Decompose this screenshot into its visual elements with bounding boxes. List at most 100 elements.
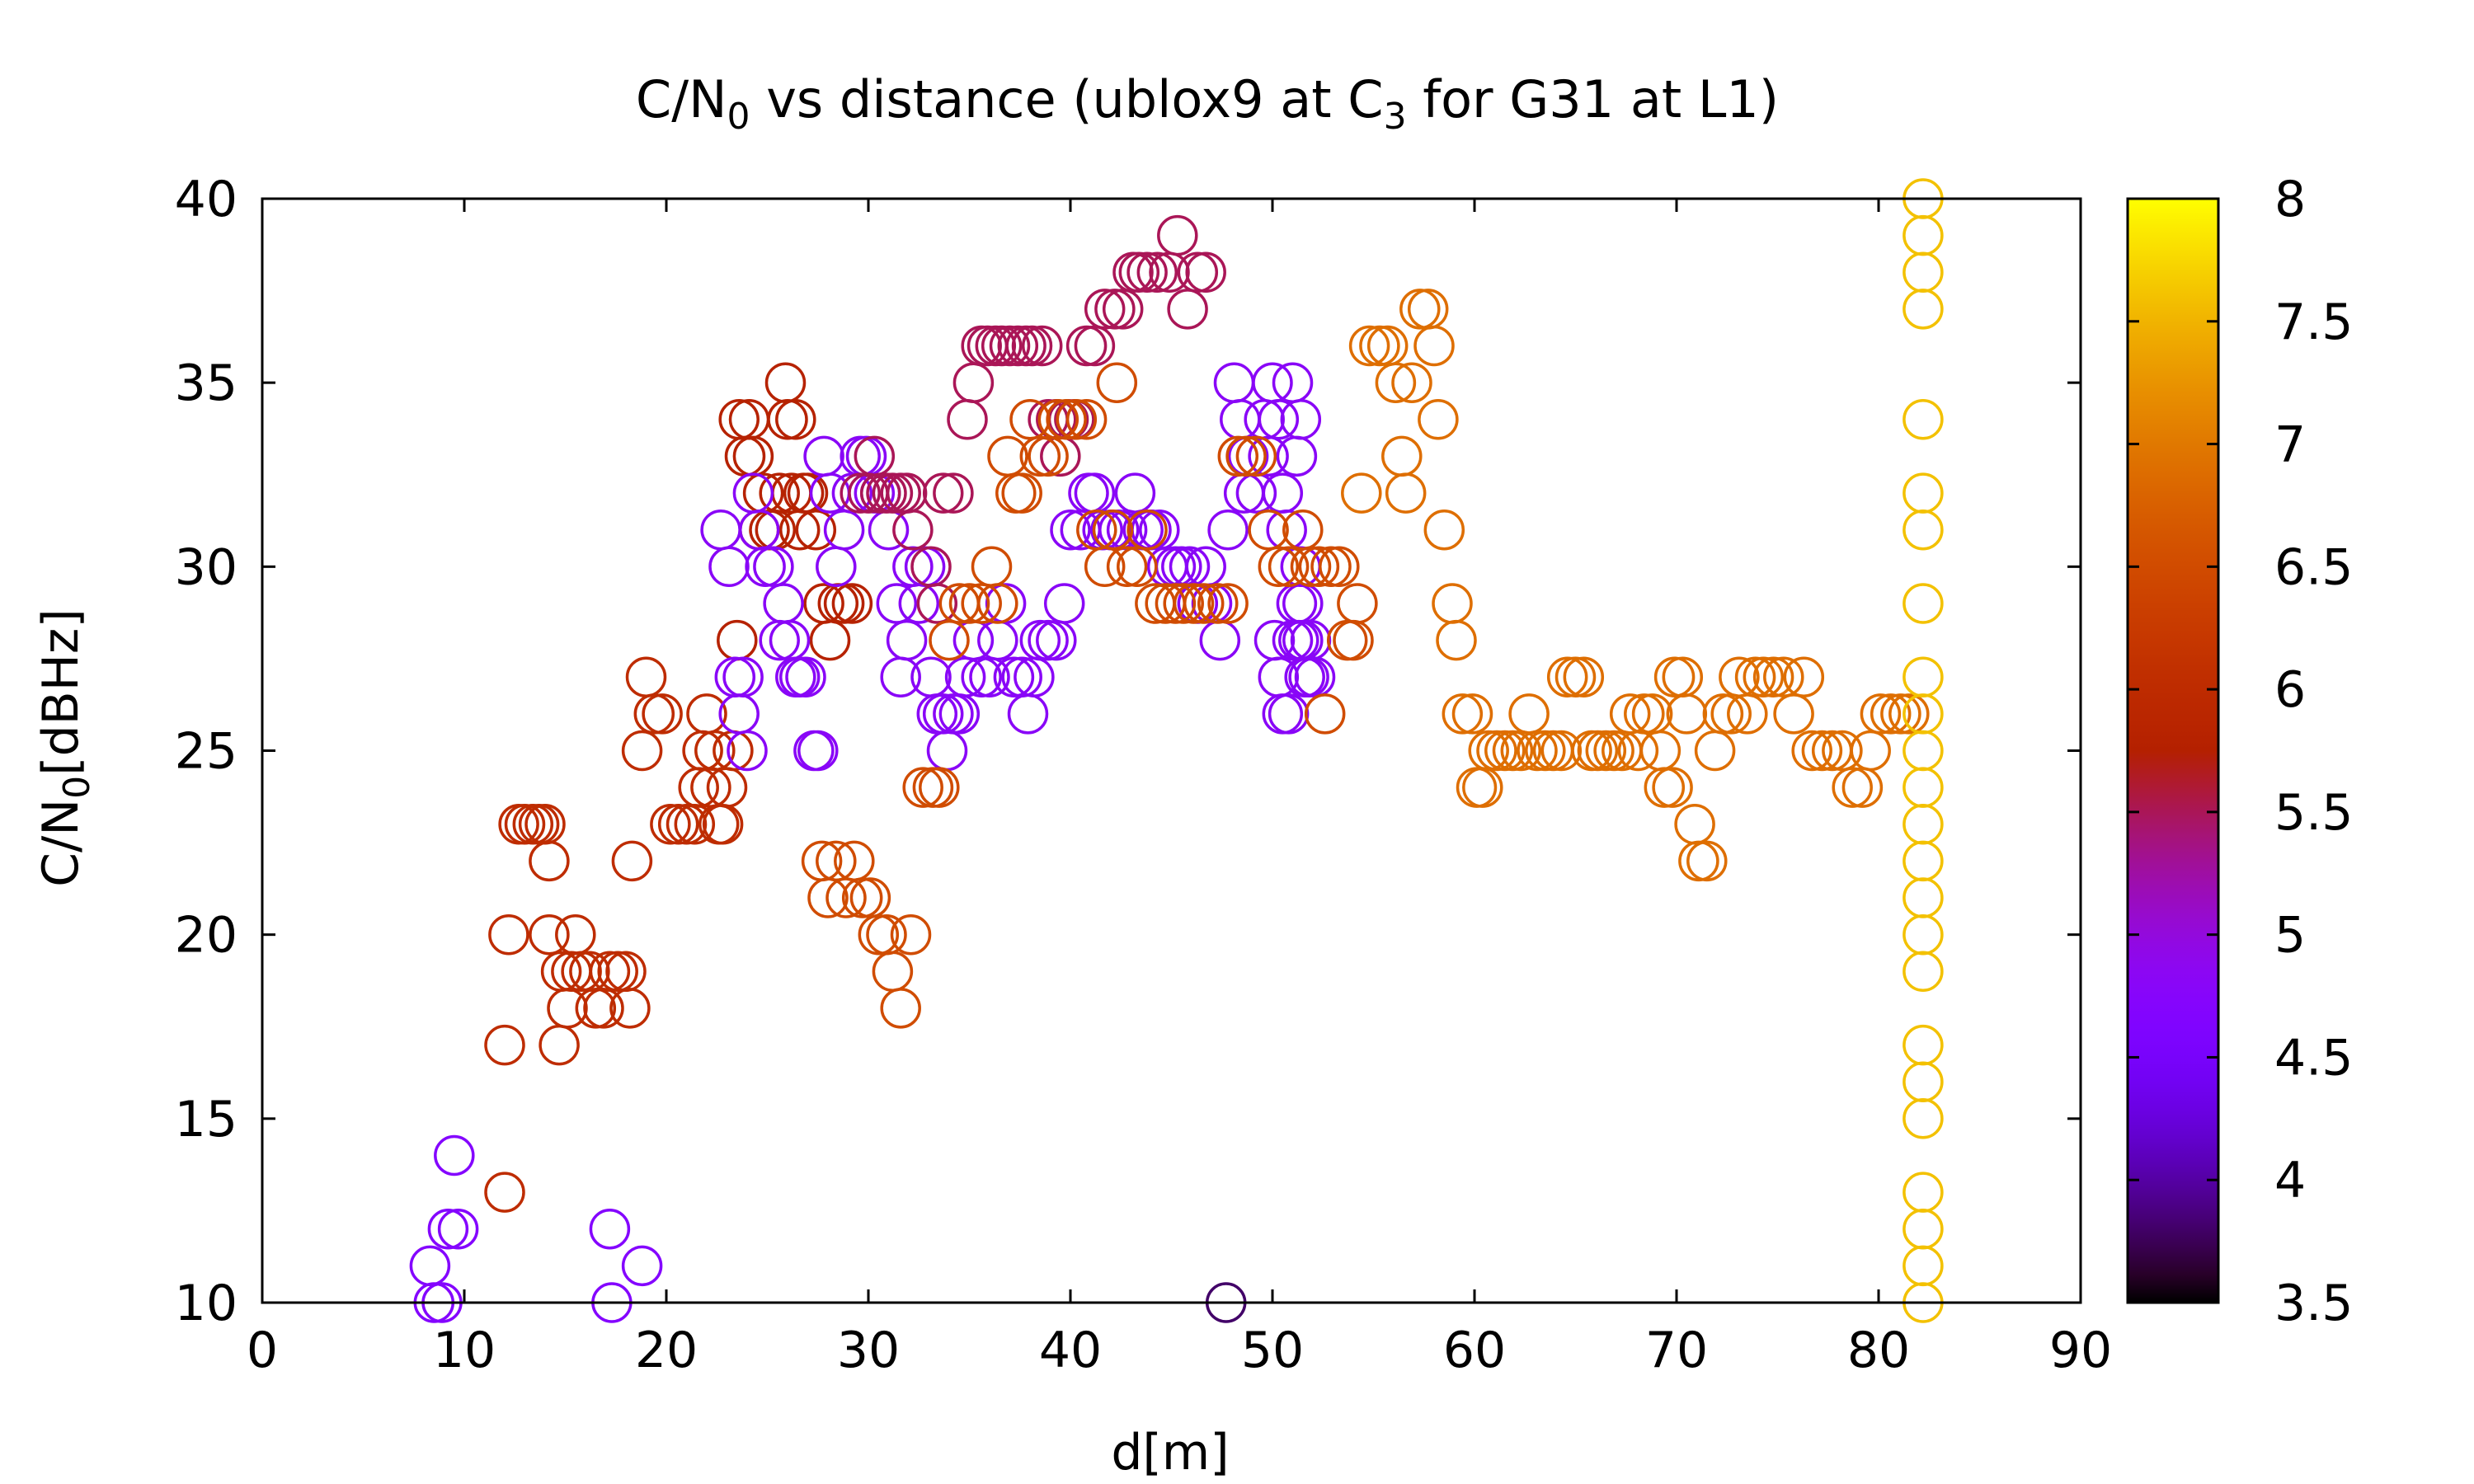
data-point	[555, 913, 596, 956]
data-point	[1423, 509, 1465, 551]
data-point	[1694, 730, 1736, 772]
data-point	[868, 509, 910, 551]
data-point	[1903, 730, 1944, 772]
colorbar-tick-label: 6.5	[2274, 538, 2353, 596]
data-point	[823, 509, 865, 551]
x-axis-label: d[m]	[1111, 1424, 1229, 1482]
data-point	[767, 399, 808, 440]
data-point	[1903, 289, 1944, 330]
data-point	[1752, 656, 1794, 697]
data-point	[1903, 583, 1944, 624]
data-point	[621, 1245, 663, 1287]
data-point	[1903, 1245, 1944, 1287]
data-point	[1282, 619, 1324, 661]
data-point	[1903, 1208, 1944, 1250]
data-point	[1903, 804, 1944, 845]
data-point	[1674, 804, 1715, 845]
data-point	[1563, 656, 1605, 697]
colorbar-gradient	[2126, 197, 2220, 1304]
data-point	[1007, 693, 1049, 735]
data-point	[1050, 509, 1091, 551]
data-point	[1381, 435, 1423, 477]
data-point	[1903, 1172, 1944, 1213]
data-point	[1903, 251, 1944, 294]
data-point	[1290, 546, 1332, 588]
data-point	[589, 951, 631, 993]
y-tick-label: 15	[175, 1091, 238, 1148]
data-point	[1399, 289, 1441, 330]
data-point	[437, 1208, 479, 1250]
data-point	[1903, 951, 1944, 993]
data-point	[997, 325, 1039, 367]
data-point	[866, 913, 907, 956]
data-point	[1258, 399, 1300, 440]
data-point	[1546, 656, 1588, 697]
data-point	[529, 840, 570, 882]
data-point	[1686, 840, 1728, 882]
data-point	[1056, 399, 1098, 440]
data-point	[621, 730, 663, 772]
data-point	[484, 1024, 525, 1066]
data-point	[738, 509, 780, 551]
data-point	[778, 509, 821, 551]
data-point	[732, 435, 774, 477]
data-point	[1167, 289, 1208, 330]
data-point	[1860, 693, 1902, 735]
data-point	[929, 619, 970, 661]
data-point	[727, 730, 768, 772]
data-point	[1106, 546, 1148, 588]
data-point	[1019, 619, 1061, 661]
data-point	[1118, 251, 1160, 294]
colorbar-tick-label: 6	[2274, 661, 2306, 719]
data-point	[1734, 656, 1776, 697]
data-point	[650, 804, 691, 845]
data-point	[1225, 435, 1267, 477]
data-point	[1525, 730, 1566, 772]
data-point	[1096, 362, 1138, 403]
y-axis-label: C/N0[dBHz]	[32, 608, 98, 887]
data-point	[1173, 583, 1215, 624]
colorbar-tick-label: 7.5	[2274, 294, 2353, 351]
data-point	[1235, 435, 1277, 477]
data-point	[611, 840, 653, 882]
data-point	[1903, 767, 1944, 808]
data-point	[1801, 730, 1843, 772]
data-point	[1888, 693, 1930, 735]
data-point	[1710, 693, 1752, 735]
data-point	[1102, 289, 1144, 330]
data-point	[700, 509, 741, 551]
data-point	[1009, 399, 1051, 440]
data-point	[916, 583, 958, 624]
data-point	[993, 656, 1035, 697]
data-point	[902, 767, 943, 808]
data-point	[841, 877, 883, 918]
data-point	[1763, 656, 1804, 697]
data-point	[1391, 362, 1432, 403]
data-point	[1666, 693, 1708, 735]
data-point	[1418, 399, 1459, 440]
data-point	[1903, 840, 1944, 882]
data-point	[1341, 472, 1382, 514]
data-point	[1678, 840, 1719, 882]
data-point	[1092, 509, 1134, 551]
data-point	[702, 804, 744, 845]
data-point	[1850, 730, 1891, 772]
data-point	[1220, 399, 1261, 440]
data-point	[1207, 583, 1249, 624]
data-point	[1348, 325, 1390, 367]
x-tick-label: 70	[1645, 1322, 1708, 1379]
data-point	[1337, 583, 1378, 624]
data-points	[409, 178, 1944, 1323]
data-point	[803, 435, 844, 477]
data-point	[694, 730, 736, 772]
data-point	[1217, 435, 1259, 477]
data-point	[849, 877, 891, 918]
data-point	[952, 362, 995, 403]
data-point	[1011, 325, 1053, 367]
data-point	[795, 509, 837, 551]
data-point	[1197, 583, 1239, 624]
data-point	[1155, 583, 1197, 624]
data-point	[1021, 325, 1063, 367]
data-point	[1126, 509, 1168, 551]
